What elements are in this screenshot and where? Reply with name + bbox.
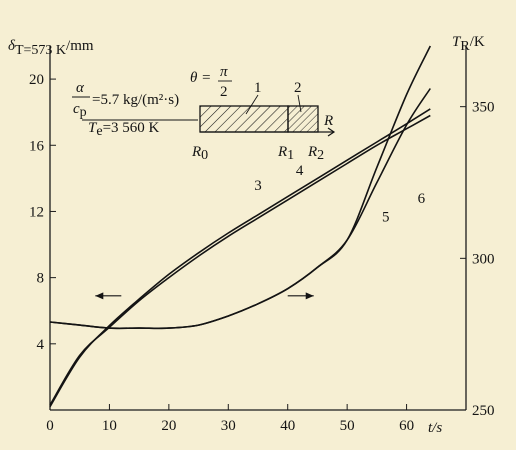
x-tick-label: 60 xyxy=(399,418,414,434)
y-tick-label: 8 xyxy=(37,271,45,287)
curve-label-4: 4 xyxy=(296,163,304,179)
region-1-label: 1 xyxy=(254,80,262,96)
inset-schematic: α cp =5.7 kg/(m²·s) Te=3 560 K θ = π 2 R… xyxy=(72,64,336,163)
inset-alpha-cp-label: α xyxy=(76,80,85,96)
y2-tick-label: 300 xyxy=(472,251,495,267)
r-axis-arrow xyxy=(327,127,336,137)
r-axis-label: R xyxy=(323,113,333,129)
y-tick-label: 12 xyxy=(29,204,44,220)
y2-tick-label: 350 xyxy=(472,100,495,116)
r1-label: R1 xyxy=(277,144,294,163)
axis-indicator-arrowhead xyxy=(95,292,104,300)
y-tick-label: 20 xyxy=(29,72,44,88)
inset-theta-den: 2 xyxy=(220,84,228,100)
inset-alpha-value: =5.7 kg/(m²·s) xyxy=(92,92,179,108)
x-tick-label: 50 xyxy=(340,418,355,434)
curves xyxy=(49,45,432,408)
r2-label: R2 xyxy=(307,144,324,163)
curve-label-3: 3 xyxy=(254,178,262,194)
series-3-line xyxy=(49,114,431,406)
axis-indicator-arrowhead xyxy=(305,292,314,300)
y-tick-label: 16 xyxy=(29,138,45,154)
region-2-leader xyxy=(297,94,302,113)
inset-cp-label: cp xyxy=(73,101,87,120)
series-6-line xyxy=(49,45,432,330)
x-tick-label: 0 xyxy=(46,418,54,434)
region-2-box xyxy=(287,105,319,133)
inset-theta-label: θ = xyxy=(190,70,211,86)
y-tick-label: 4 xyxy=(37,337,45,353)
x-tick-label: 10 xyxy=(102,418,117,434)
x-ticks: 0 10 20 30 40 50 60 xyxy=(46,404,414,434)
region-1-leader xyxy=(245,94,259,115)
series-4-line xyxy=(49,108,431,408)
curve-labels: 3 4 5 6 xyxy=(254,163,425,225)
x-tick-label: 20 xyxy=(161,418,176,434)
inset-te-label: Te=3 560 K xyxy=(88,120,160,139)
axis-arrows xyxy=(95,292,314,300)
y-ticks: 4 8 12 16 20 xyxy=(29,72,56,353)
y2-tick-label: 250 xyxy=(472,403,495,419)
y2-axis-title: TR/K xyxy=(452,34,485,54)
region-2-label: 2 xyxy=(294,80,302,96)
curve-label-5: 5 xyxy=(382,209,390,225)
x-axis-title: t/s xyxy=(428,420,442,436)
region-1-box xyxy=(199,105,289,133)
curve-label-6: 6 xyxy=(418,191,426,207)
r0-label: R0 xyxy=(191,144,208,163)
y2-ticks: 250 300 350 xyxy=(460,100,495,419)
x-tick-label: 30 xyxy=(221,418,236,434)
y-axis-title: δT=573 K/mm xyxy=(8,38,94,58)
x-tick-label: 40 xyxy=(280,418,295,434)
inset-theta-num: π xyxy=(220,64,228,80)
